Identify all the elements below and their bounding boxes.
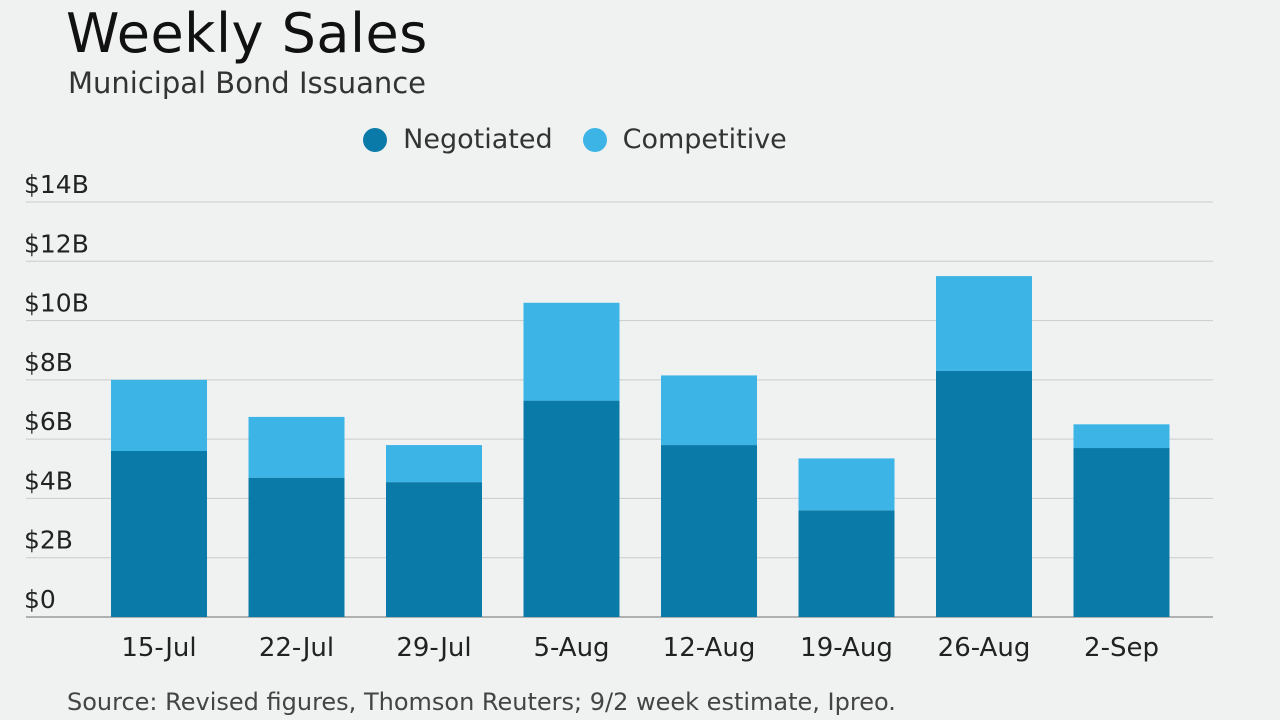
bar-competitive-15-Jul <box>111 379 207 451</box>
bar-negotiated-5-Aug <box>523 400 620 617</box>
legend-item-negotiated: Negotiated <box>363 124 553 155</box>
x-tick-label: 26-Aug <box>938 633 1031 663</box>
y-tick-label: $4B <box>24 466 73 495</box>
y-tick-label: $10B <box>24 289 89 318</box>
y-tick-label: $6B <box>24 407 73 436</box>
y-tick-label: $2B <box>24 526 73 555</box>
legend-label-negotiated: Negotiated <box>403 124 553 155</box>
bar-competitive-2-Sep <box>1073 424 1170 449</box>
bar-competitive-29-Jul <box>386 445 482 483</box>
x-tick-label: 12-Aug <box>663 633 756 663</box>
bar-chart: $0 $2B $4B $6B $8B $10B $12B $14B 15-Jul 22-Jul 29… <box>24 170 1213 663</box>
y-tick-label: $8B <box>24 348 73 377</box>
bar-competitive-22-Jul <box>248 416 345 478</box>
bar-competitive-19-Aug <box>798 458 895 511</box>
legend-swatch-negotiated <box>363 127 388 152</box>
bar-negotiated-19-Aug <box>798 510 895 617</box>
y-tick-label: $12B <box>24 229 89 258</box>
chart-title: Weekly Sales <box>66 2 428 65</box>
x-tick-label: 29-Jul <box>396 633 471 663</box>
legend-swatch-competitive <box>582 127 607 152</box>
x-tick-label: 5-Aug <box>533 633 609 663</box>
legend: Negotiated Competitive <box>0 124 1150 155</box>
chart-subtitle: Municipal Bond Issuance <box>68 66 427 100</box>
x-tick-label: 15-Jul <box>121 633 196 663</box>
legend-item-competitive: Competitive <box>582 124 787 155</box>
source-note: Source: Revised figures, Thomson Reuters… <box>67 688 896 716</box>
legend-label-competitive: Competitive <box>622 124 787 155</box>
x-tick-label: 19-Aug <box>800 633 893 663</box>
bar-competitive-5-Aug <box>523 302 620 401</box>
x-tick-label: 2-Sep <box>1084 633 1159 663</box>
bar-negotiated-2-Sep <box>1073 448 1170 617</box>
bar-competitive-26-Aug <box>936 276 1032 371</box>
bar-negotiated-26-Aug <box>936 370 1032 617</box>
x-tick-label: 22-Jul <box>259 633 334 663</box>
y-tick-label: $0 <box>24 585 56 614</box>
bar-negotiated-22-Jul <box>248 477 345 617</box>
y-tick-label: $14B <box>24 170 89 199</box>
bar-negotiated-12-Aug <box>661 445 757 617</box>
bar-competitive-12-Aug <box>661 375 757 446</box>
bar-negotiated-29-Jul <box>386 482 482 617</box>
bar-negotiated-15-Jul <box>111 451 207 617</box>
